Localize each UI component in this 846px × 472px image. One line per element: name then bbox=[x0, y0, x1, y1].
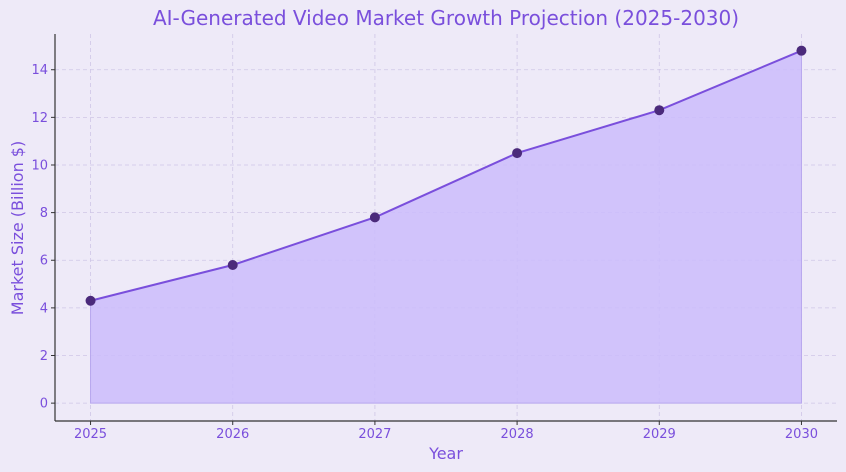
y-tick-label: 6 bbox=[40, 254, 48, 269]
y-tick-label: 0 bbox=[40, 397, 48, 412]
y-tick-label: 4 bbox=[40, 301, 48, 316]
x-tick-labels: 2025 2026 2027 2028 2029 2030 bbox=[74, 427, 818, 442]
x-tick-label: 2029 bbox=[643, 427, 676, 442]
data-point-2029 bbox=[654, 105, 665, 116]
data-point-2030 bbox=[796, 45, 807, 56]
y-tick-label: 8 bbox=[40, 206, 48, 221]
y-tick-label: 10 bbox=[31, 158, 48, 173]
series-line bbox=[90, 49, 802, 302]
y-tick-label: 12 bbox=[31, 111, 48, 126]
y-tick-labels: 0 2 4 6 8 10 12 14 bbox=[31, 63, 48, 411]
x-axis-label: Year bbox=[428, 444, 463, 463]
series-line-layer bbox=[90, 49, 802, 302]
area-fill bbox=[90, 49, 802, 404]
data-point-2027 bbox=[369, 212, 380, 223]
x-tick-label: 2028 bbox=[501, 427, 534, 442]
x-tick-label: 2027 bbox=[358, 427, 391, 442]
data-point-2026 bbox=[227, 260, 238, 271]
x-tick-label: 2026 bbox=[216, 427, 249, 442]
x-tick-label: 2030 bbox=[785, 427, 818, 442]
y-tick-label: 2 bbox=[40, 349, 48, 364]
data-point-2028 bbox=[512, 148, 523, 159]
chart-title: AI-Generated Video Market Growth Project… bbox=[153, 6, 739, 30]
axes bbox=[51, 34, 837, 425]
y-axis-label: Market Size (Billion $) bbox=[8, 141, 27, 315]
y-tick-label: 14 bbox=[31, 63, 48, 78]
area-fill-layer bbox=[90, 49, 802, 404]
data-point-2025 bbox=[85, 295, 96, 306]
data-point-layer bbox=[85, 45, 807, 306]
x-tick-label: 2025 bbox=[74, 427, 107, 442]
